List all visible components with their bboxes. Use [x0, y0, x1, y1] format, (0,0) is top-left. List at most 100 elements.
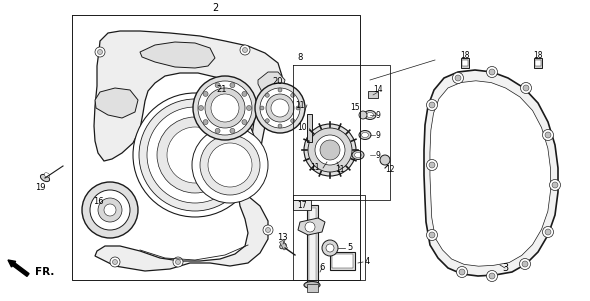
Text: 6: 6: [319, 263, 324, 272]
Circle shape: [429, 162, 435, 168]
Ellipse shape: [44, 173, 50, 177]
Circle shape: [211, 94, 239, 122]
Bar: [293, 200, 311, 210]
Circle shape: [139, 99, 251, 211]
Circle shape: [429, 232, 435, 238]
Circle shape: [242, 92, 247, 96]
Circle shape: [205, 88, 245, 128]
Ellipse shape: [304, 281, 320, 288]
Circle shape: [203, 92, 208, 96]
Circle shape: [192, 127, 268, 203]
Polygon shape: [258, 72, 285, 96]
Polygon shape: [95, 88, 138, 118]
Circle shape: [487, 271, 497, 281]
Text: 18: 18: [460, 51, 470, 61]
Circle shape: [240, 45, 250, 55]
Ellipse shape: [352, 150, 364, 160]
Text: 4: 4: [365, 257, 369, 266]
Circle shape: [359, 111, 367, 119]
Text: 11: 11: [335, 166, 345, 175]
Text: 18: 18: [533, 51, 543, 61]
Circle shape: [523, 85, 529, 91]
Circle shape: [95, 47, 105, 57]
Circle shape: [97, 49, 103, 54]
Circle shape: [270, 117, 274, 123]
Circle shape: [296, 106, 300, 110]
Text: 13: 13: [277, 234, 287, 243]
Polygon shape: [430, 81, 550, 266]
Circle shape: [427, 100, 438, 110]
Circle shape: [522, 261, 528, 267]
Circle shape: [255, 83, 305, 133]
Circle shape: [487, 67, 497, 77]
Circle shape: [242, 48, 247, 52]
Ellipse shape: [41, 174, 50, 182]
Circle shape: [215, 83, 220, 88]
Circle shape: [427, 229, 438, 240]
Circle shape: [157, 117, 233, 193]
Circle shape: [230, 128, 235, 133]
Polygon shape: [298, 218, 325, 235]
Bar: [309, 208, 316, 282]
Text: 21: 21: [217, 85, 227, 95]
Circle shape: [133, 93, 257, 217]
Circle shape: [98, 198, 122, 222]
Polygon shape: [424, 70, 558, 276]
Text: 3: 3: [502, 263, 508, 273]
Circle shape: [315, 135, 345, 165]
Circle shape: [291, 119, 295, 123]
Circle shape: [175, 259, 181, 265]
Circle shape: [320, 140, 340, 160]
Bar: [462, 60, 468, 66]
Circle shape: [263, 225, 273, 235]
Bar: [307, 284, 318, 292]
Ellipse shape: [366, 113, 373, 117]
Bar: [280, 240, 287, 250]
Text: 14: 14: [373, 85, 383, 95]
Circle shape: [200, 135, 260, 195]
Circle shape: [260, 88, 300, 128]
Text: 10: 10: [297, 123, 307, 132]
Text: 11: 11: [295, 101, 305, 110]
Circle shape: [545, 229, 551, 235]
Circle shape: [520, 82, 532, 94]
Text: 17: 17: [297, 200, 307, 209]
Circle shape: [266, 94, 294, 122]
Circle shape: [173, 257, 183, 267]
Circle shape: [266, 228, 270, 232]
Circle shape: [455, 75, 461, 81]
Circle shape: [459, 269, 465, 275]
Text: 16: 16: [93, 197, 103, 206]
Ellipse shape: [280, 243, 286, 249]
Circle shape: [549, 179, 560, 191]
Circle shape: [304, 124, 356, 176]
Circle shape: [278, 124, 282, 128]
Bar: [307, 205, 318, 285]
Bar: [307, 114, 312, 142]
Circle shape: [322, 240, 338, 256]
Circle shape: [104, 204, 116, 216]
Circle shape: [147, 107, 243, 203]
Circle shape: [305, 222, 315, 232]
Circle shape: [489, 69, 495, 75]
Circle shape: [380, 155, 390, 165]
Circle shape: [193, 76, 257, 140]
Text: 20: 20: [273, 77, 283, 86]
Text: FR.: FR.: [35, 267, 54, 277]
Circle shape: [552, 182, 558, 188]
FancyArrow shape: [8, 260, 29, 276]
Circle shape: [453, 73, 464, 83]
Circle shape: [167, 127, 223, 183]
Circle shape: [113, 259, 117, 265]
Text: 12: 12: [385, 166, 395, 175]
Circle shape: [545, 132, 551, 138]
Polygon shape: [94, 31, 282, 271]
Text: 5: 5: [348, 244, 353, 253]
Circle shape: [260, 106, 264, 110]
Circle shape: [198, 81, 252, 135]
Bar: [332, 254, 353, 268]
Circle shape: [489, 273, 495, 279]
Circle shape: [203, 119, 208, 125]
Text: 19: 19: [35, 184, 45, 193]
Text: 11: 11: [310, 163, 320, 172]
